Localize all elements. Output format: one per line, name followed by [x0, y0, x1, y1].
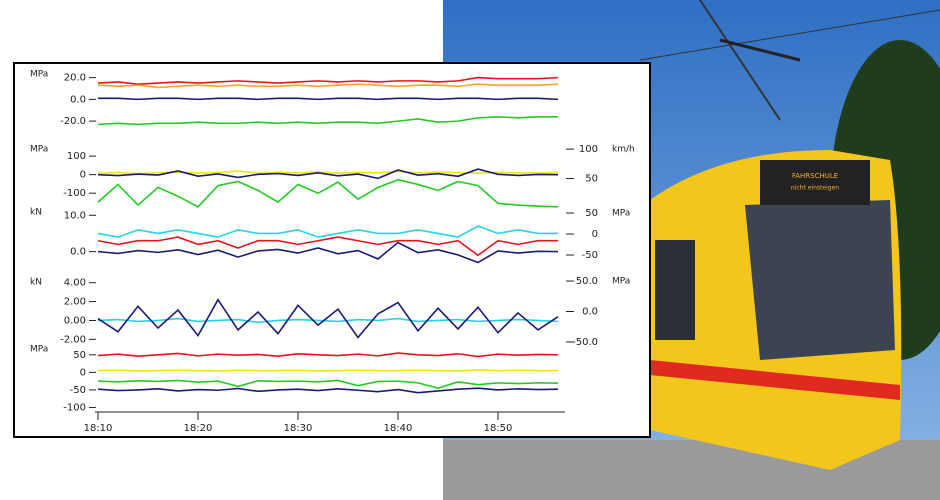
chart-panel [13, 62, 651, 438]
series-line [97, 369, 558, 372]
series-line [97, 298, 559, 339]
y-tick-label: -2.00 [60, 334, 86, 345]
y-tick-label: 0 [80, 170, 86, 181]
y-tick-label: -50 [70, 385, 86, 396]
y2-tick-label: 100 [579, 144, 598, 155]
destination-sub: nicht einsteigen [791, 185, 839, 192]
y-tick-label: 0.0 [70, 247, 86, 258]
series-line [97, 76, 559, 85]
y-axis-unit: MPa [30, 145, 48, 155]
y-tick-label: 0.0 [70, 94, 86, 105]
series-line [97, 387, 559, 394]
series-line [97, 379, 559, 389]
y-axis-unit: MPa [30, 70, 48, 80]
y-axis-unit: kN [30, 208, 42, 218]
x-tick-label: 18:20 [184, 423, 213, 434]
y2-tick-label: 0 [592, 229, 598, 240]
series-line [97, 352, 559, 358]
y-axis-unit: MPa [30, 345, 48, 355]
series-line [97, 225, 558, 238]
y-tick-label: 20.0 [64, 73, 86, 84]
y-tick-label: 100 [67, 151, 86, 162]
chart: MPa 20.0 0.0 -20.0 MPa 100 0 -100 100 50 km/h kN 10.… [30, 70, 635, 435]
y-tick-label: 0 [80, 367, 86, 378]
y-tick-label: -100 [63, 402, 86, 413]
series-line [97, 83, 559, 89]
y2-tick-label: 50 [585, 174, 598, 185]
y2-tick-label: 50 [585, 208, 598, 219]
y-tick-label: 2.00 [64, 297, 86, 308]
y-tick-label: 4.00 [64, 278, 86, 289]
series-line [97, 241, 559, 264]
x-tick-label: 18:50 [484, 423, 513, 434]
y-tick-label: -20.0 [60, 116, 86, 127]
destination: FAHRSCHULE [792, 172, 838, 180]
y2-tick-label: -50.0 [572, 337, 598, 348]
series-line [97, 115, 558, 126]
y-tick-label: 0.00 [64, 315, 86, 326]
y2-axis-unit: MPa [612, 277, 630, 287]
y2-tick-label: -50 [582, 250, 598, 261]
series-line [98, 97, 559, 101]
series-line [97, 168, 559, 180]
x-tick-label: 18:10 [84, 423, 113, 434]
series-line [97, 317, 559, 324]
y-axis-unit: kN [30, 278, 42, 288]
y-tick-label: -100 [63, 188, 86, 199]
y-tick-label: 50 [73, 350, 86, 361]
y2-tick-label: 0.0 [582, 307, 598, 318]
y2-axis-unit: km/h [612, 145, 635, 155]
series-line [97, 236, 558, 257]
x-tick-label: 18:30 [284, 423, 313, 434]
y2-axis-unit: MPa [612, 209, 630, 219]
series-line [97, 178, 559, 208]
x-tick-label: 18:40 [384, 423, 413, 434]
y2-tick-label: 50.0 [576, 276, 598, 287]
y-tick-label: 10.0 [64, 210, 86, 221]
